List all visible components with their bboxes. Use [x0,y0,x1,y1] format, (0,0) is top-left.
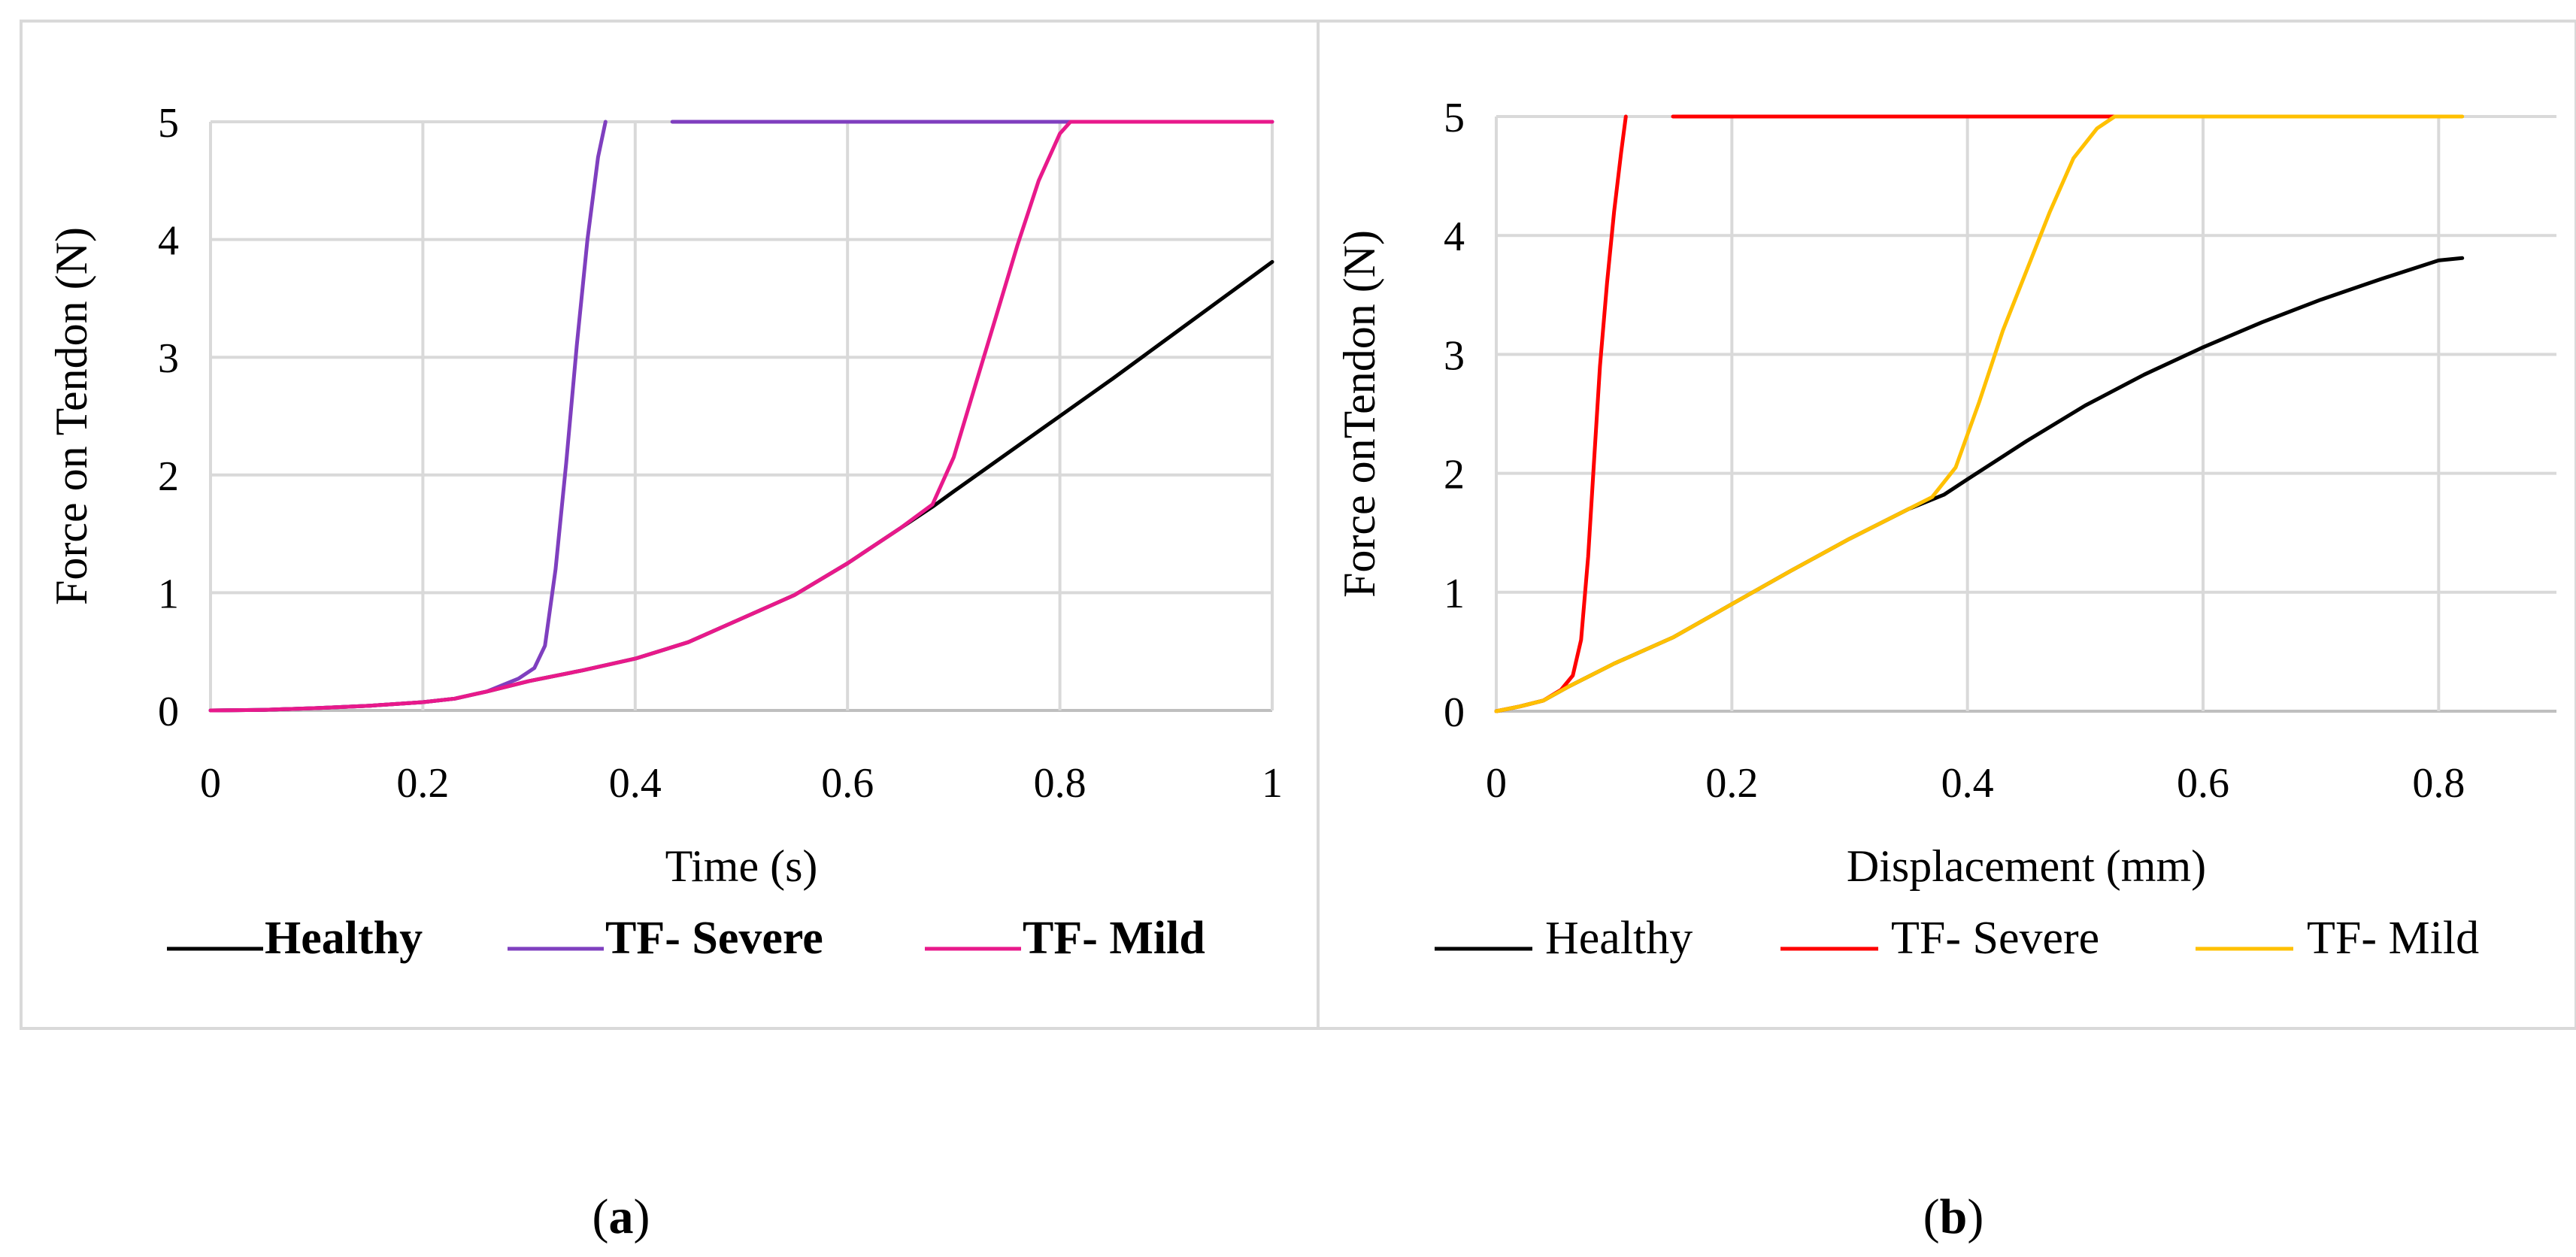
chart-a: 0 1 2 3 4 5 0 0.2 0.4 0.6 0.8 1 Time (s) Force on Ten… [47,100,1283,964]
chart-b: 0 1 2 3 4 5 0 0.2 0.4 0.6 0.8 Displacement (mm) Forc… [1335,95,2556,964]
chart-a-series-line-1 [208,120,608,713]
chart-b-xtick-label-0: 0 [1486,760,1507,807]
panel-label-b: (b) [1923,1189,1984,1244]
chart-a-xtick-label-5: 1 [1262,760,1283,807]
chart-b-legend-label-1: TF- Severe [1891,913,2099,964]
chart-b-ytick-label-4: 4 [1444,214,1465,260]
chart-a-legend-label-1: TF- Severe [605,913,823,964]
chart-a-y-axis-title: Force on Tendon (N) [47,227,96,605]
chart-a-ytick-label-3: 3 [158,335,179,382]
chart-a-series-line-0 [208,259,1274,713]
chart-b-series-line-0 [1494,256,2465,713]
chart-b-xtick-label-3: 0.6 [2177,760,2229,807]
chart-b-series-line-1 [1494,114,1628,713]
chart-b-series-line-3 [1494,114,2465,713]
chart-a-ytick-label-5: 5 [158,100,179,147]
chart-a-xtick-label-4: 0.8 [1034,760,1086,807]
panel-label-a: (a) [592,1189,650,1244]
chart-a-legend-label-2: TF- Mild [1023,913,1205,964]
chart-b-ytick-label-2: 2 [1444,452,1465,498]
chart-a-series-line-3 [208,120,1274,713]
chart-a-ytick-label-4: 4 [158,218,179,265]
chart-b-ytick-label-0: 0 [1444,689,1465,736]
chart-a-xtick-label-0: 0 [200,760,221,807]
chart-b-xtick-label-1: 0.2 [1705,760,1758,807]
chart-b-xtick-label-4: 0.8 [2412,760,2465,807]
chart-a-ytick-label-1: 1 [158,571,179,617]
chart-b-ytick-label-5: 5 [1444,95,1465,141]
chart-a-ytick-label-2: 2 [158,453,179,500]
chart-a-x-axis-title: Time (s) [665,841,818,891]
chart-b-ytick-label-3: 3 [1444,332,1465,379]
chart-b-legend-label-2: TF- Mild [2307,913,2479,964]
chart-a-xtick-label-3: 0.6 [821,760,874,807]
chart-a-xtick-label-1: 0.2 [396,760,449,807]
chart-a-ytick-label-0: 0 [158,689,179,735]
chart-a-xtick-label-2: 0.4 [609,760,662,807]
chart-a-legend-label-0: Healthy [265,913,423,964]
chart-b-legend-label-0: Healthy [1545,913,1693,964]
chart-b-xtick-label-2: 0.4 [1941,760,1994,807]
panel-b-frame [1317,20,2576,1030]
chart-b-ytick-label-1: 1 [1444,571,1465,617]
chart-b-x-axis-title: Displacement (mm) [1847,841,2206,891]
chart-b-y-axis-title: Force onTendon (N) [1335,230,1384,598]
